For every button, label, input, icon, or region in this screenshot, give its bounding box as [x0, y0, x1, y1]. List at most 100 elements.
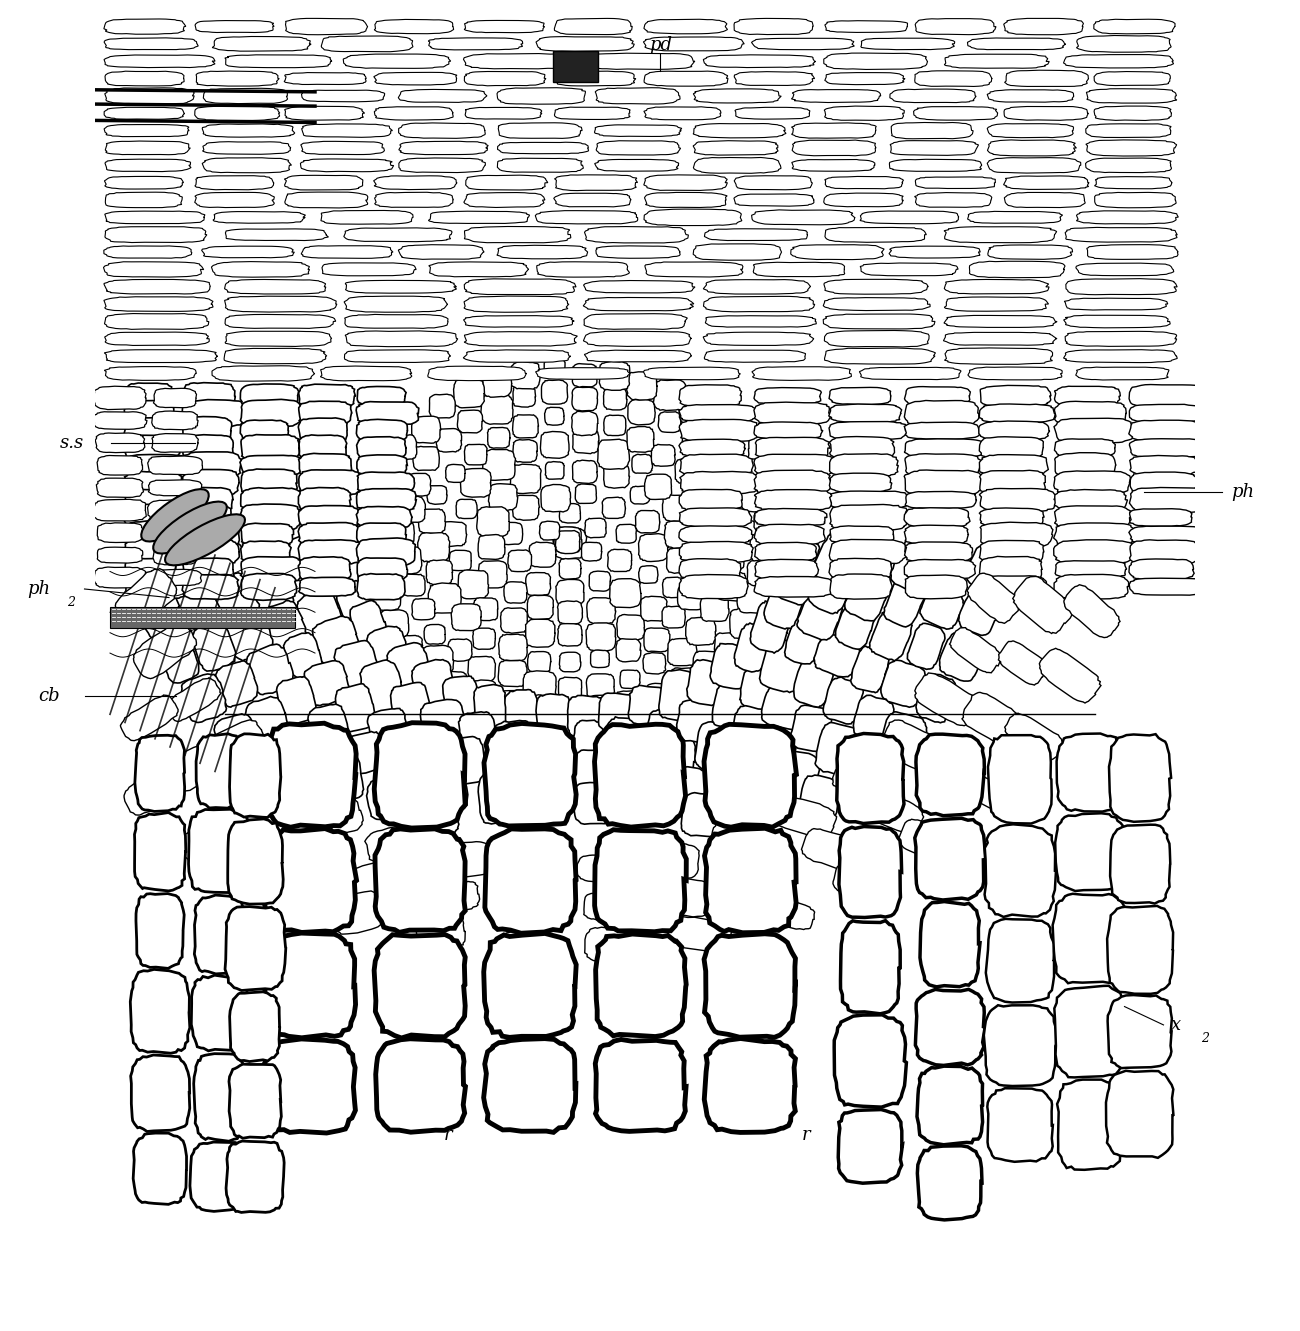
Polygon shape	[916, 673, 957, 723]
Polygon shape	[94, 386, 146, 410]
Polygon shape	[343, 55, 451, 68]
Polygon shape	[196, 733, 244, 808]
Polygon shape	[125, 401, 174, 426]
Polygon shape	[536, 727, 568, 765]
Polygon shape	[365, 538, 387, 558]
Polygon shape	[240, 435, 299, 462]
Polygon shape	[373, 176, 458, 189]
Polygon shape	[537, 262, 629, 277]
Polygon shape	[192, 622, 235, 671]
Polygon shape	[988, 735, 1052, 824]
Polygon shape	[798, 775, 841, 824]
Polygon shape	[794, 659, 833, 707]
Polygon shape	[416, 917, 465, 950]
Polygon shape	[152, 411, 198, 430]
Polygon shape	[456, 499, 477, 519]
Polygon shape	[1054, 506, 1131, 530]
Polygon shape	[835, 1014, 906, 1107]
Polygon shape	[594, 829, 686, 932]
Polygon shape	[125, 504, 183, 531]
Polygon shape	[829, 559, 892, 580]
Polygon shape	[597, 439, 629, 470]
Polygon shape	[212, 36, 311, 51]
Polygon shape	[594, 125, 681, 137]
Polygon shape	[931, 544, 971, 588]
Polygon shape	[285, 176, 363, 190]
Polygon shape	[573, 783, 615, 824]
Polygon shape	[644, 628, 670, 652]
Polygon shape	[586, 623, 616, 651]
Polygon shape	[554, 71, 636, 87]
Polygon shape	[257, 748, 294, 792]
Polygon shape	[202, 246, 294, 258]
Polygon shape	[308, 704, 350, 753]
Polygon shape	[94, 411, 147, 430]
Polygon shape	[915, 819, 985, 900]
Polygon shape	[134, 812, 186, 890]
Polygon shape	[346, 331, 458, 346]
Polygon shape	[1130, 578, 1209, 595]
Polygon shape	[95, 433, 144, 453]
Polygon shape	[556, 579, 584, 606]
Polygon shape	[230, 992, 280, 1062]
Polygon shape	[166, 540, 212, 592]
Polygon shape	[747, 560, 776, 586]
Polygon shape	[679, 559, 741, 579]
Polygon shape	[541, 431, 569, 458]
Bar	[1195, 0, 1300, 1225]
Ellipse shape	[153, 502, 226, 554]
Polygon shape	[559, 677, 581, 700]
Polygon shape	[426, 560, 452, 584]
Polygon shape	[829, 387, 890, 405]
Polygon shape	[823, 314, 935, 329]
Polygon shape	[703, 297, 815, 311]
Polygon shape	[829, 574, 892, 599]
Polygon shape	[460, 469, 491, 498]
Polygon shape	[644, 652, 666, 673]
Polygon shape	[181, 816, 244, 865]
Text: 2: 2	[1201, 1032, 1209, 1045]
Polygon shape	[824, 347, 936, 365]
Polygon shape	[594, 724, 685, 827]
Polygon shape	[412, 417, 441, 443]
Polygon shape	[754, 508, 827, 526]
Polygon shape	[861, 39, 954, 49]
Polygon shape	[595, 1040, 686, 1131]
Polygon shape	[607, 550, 632, 571]
Polygon shape	[285, 562, 333, 614]
Polygon shape	[645, 193, 727, 208]
Polygon shape	[124, 418, 186, 443]
Polygon shape	[94, 567, 146, 588]
Polygon shape	[428, 583, 462, 614]
Polygon shape	[680, 542, 753, 563]
Polygon shape	[689, 479, 720, 510]
Polygon shape	[196, 71, 280, 87]
Text: ph: ph	[27, 580, 51, 598]
Polygon shape	[367, 627, 408, 669]
Polygon shape	[753, 262, 845, 277]
Polygon shape	[701, 450, 722, 470]
Polygon shape	[737, 583, 770, 614]
Polygon shape	[98, 455, 143, 475]
Polygon shape	[104, 177, 183, 189]
Polygon shape	[400, 635, 422, 655]
Polygon shape	[755, 542, 816, 562]
Polygon shape	[105, 160, 191, 172]
Polygon shape	[905, 470, 983, 495]
Polygon shape	[346, 732, 385, 773]
Polygon shape	[554, 106, 630, 120]
Polygon shape	[705, 828, 796, 933]
Polygon shape	[125, 520, 179, 548]
Polygon shape	[940, 634, 984, 681]
Polygon shape	[116, 568, 177, 627]
Polygon shape	[424, 624, 445, 644]
Polygon shape	[979, 508, 1044, 527]
Polygon shape	[764, 580, 805, 630]
Polygon shape	[1128, 559, 1195, 580]
Polygon shape	[638, 534, 668, 562]
Polygon shape	[705, 1038, 796, 1133]
Polygon shape	[679, 490, 742, 511]
Polygon shape	[133, 1133, 186, 1205]
Polygon shape	[442, 671, 468, 695]
Polygon shape	[464, 53, 576, 69]
